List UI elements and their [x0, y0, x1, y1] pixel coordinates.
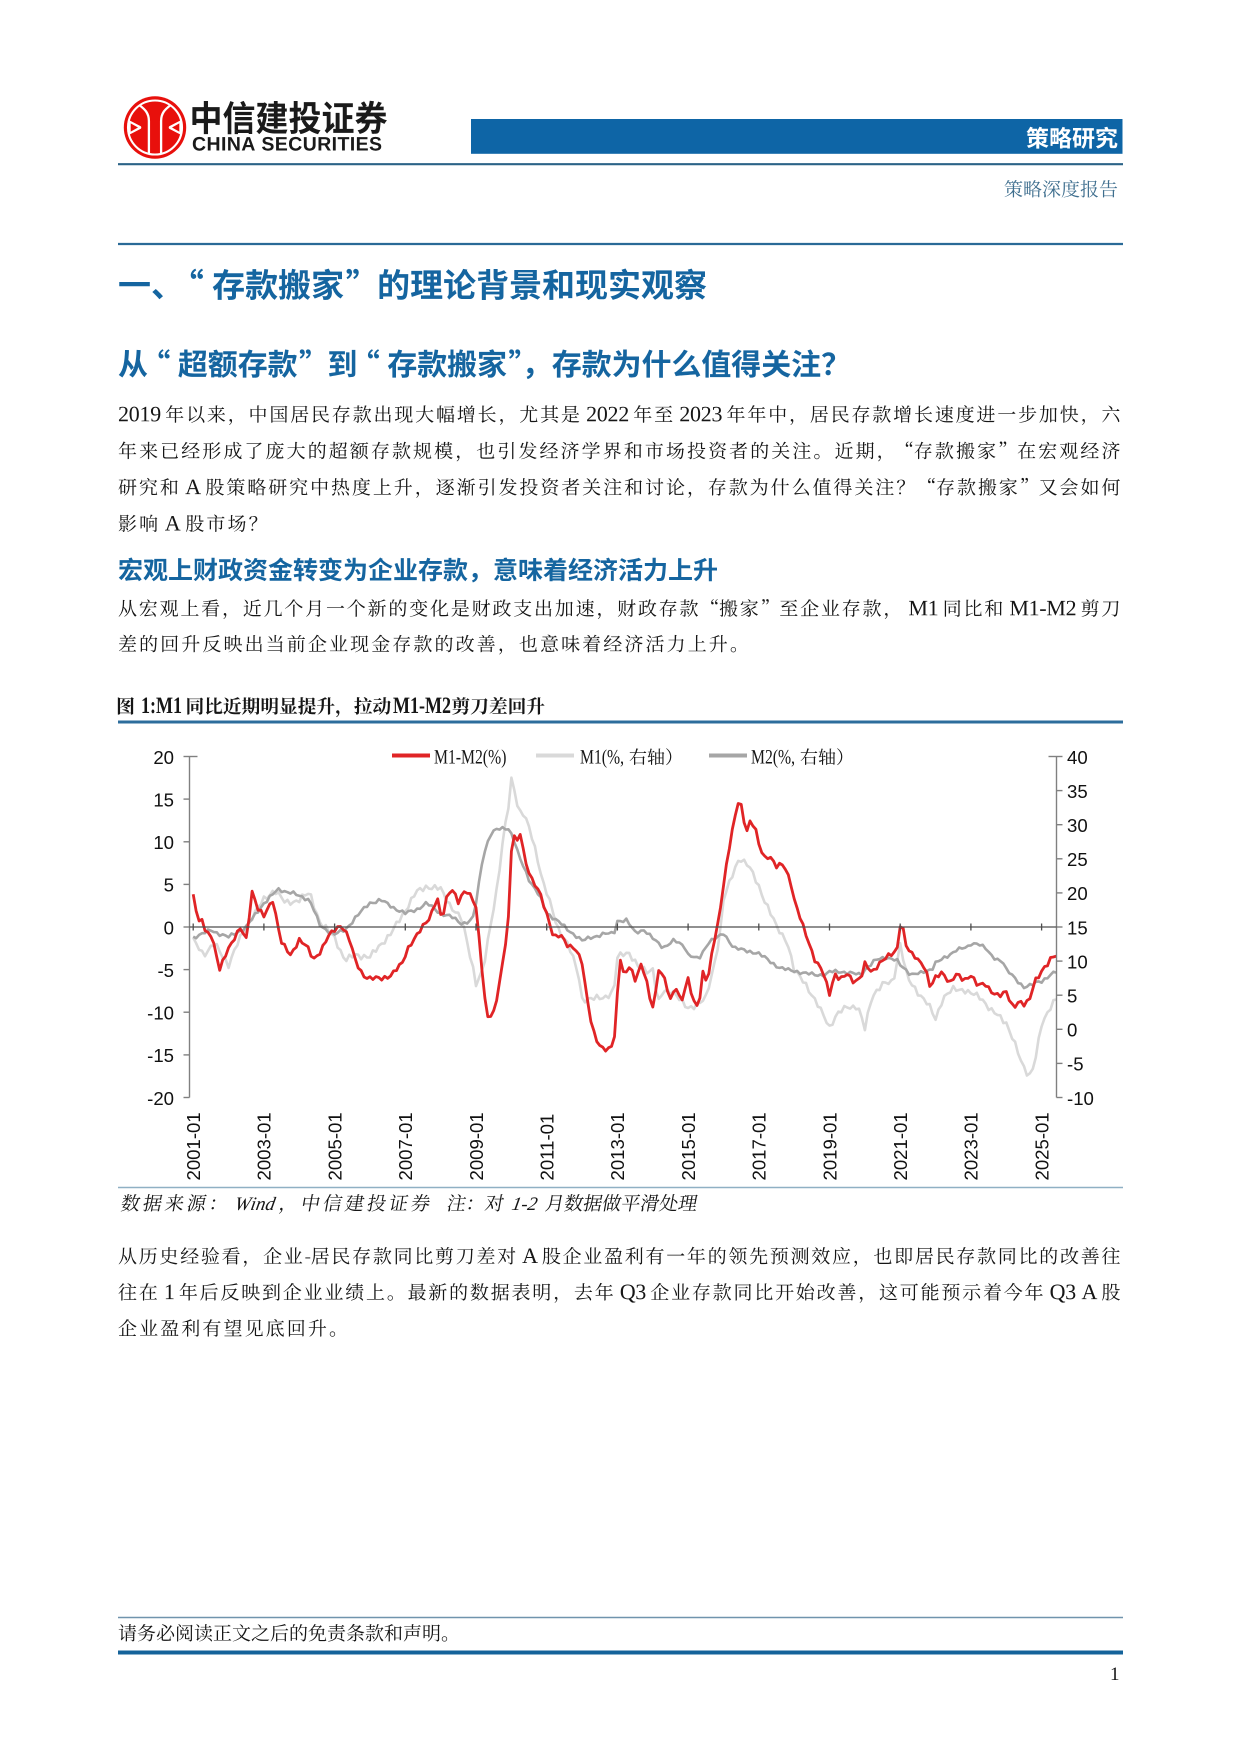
- svg-text:-15: -15: [147, 1045, 174, 1066]
- svg-text:2025-01: 2025-01: [1031, 1112, 1052, 1180]
- svg-text:0: 0: [164, 917, 174, 938]
- svg-text:2005-01: 2005-01: [324, 1112, 345, 1180]
- svg-text:2009-01: 2009-01: [466, 1112, 487, 1180]
- svg-text:-5: -5: [157, 960, 174, 981]
- svg-text:2007-01: 2007-01: [395, 1112, 416, 1180]
- svg-text:35: 35: [1067, 781, 1088, 802]
- svg-text:2011-01: 2011-01: [537, 1114, 558, 1181]
- svg-text:20: 20: [1067, 883, 1088, 904]
- svg-text:2001-01: 2001-01: [183, 1112, 204, 1180]
- svg-text:2003-01: 2003-01: [254, 1112, 275, 1180]
- svg-text:0: 0: [1067, 1020, 1077, 1041]
- svg-text:2015-01: 2015-01: [678, 1112, 699, 1180]
- svg-text:10: 10: [153, 832, 174, 853]
- svg-text:-10: -10: [147, 1003, 174, 1024]
- svg-text:15: 15: [153, 789, 174, 810]
- svg-text:-20: -20: [147, 1088, 174, 1109]
- svg-text:20: 20: [153, 747, 174, 768]
- svg-text:25: 25: [1067, 849, 1088, 870]
- svg-text:2019-01: 2019-01: [819, 1112, 840, 1180]
- svg-text:40: 40: [1067, 747, 1088, 768]
- svg-text:2017-01: 2017-01: [749, 1112, 770, 1180]
- svg-text:2013-01: 2013-01: [607, 1112, 628, 1180]
- svg-text:-10: -10: [1067, 1088, 1094, 1109]
- svg-text:10: 10: [1067, 951, 1088, 972]
- svg-text:30: 30: [1067, 815, 1088, 836]
- svg-text:-5: -5: [1067, 1054, 1084, 1075]
- svg-text:5: 5: [164, 875, 174, 896]
- svg-text:15: 15: [1067, 917, 1088, 938]
- svg-text:2021-01: 2021-01: [890, 1112, 911, 1180]
- svg-text:5: 5: [1067, 986, 1077, 1007]
- svg-text:2023-01: 2023-01: [961, 1112, 982, 1180]
